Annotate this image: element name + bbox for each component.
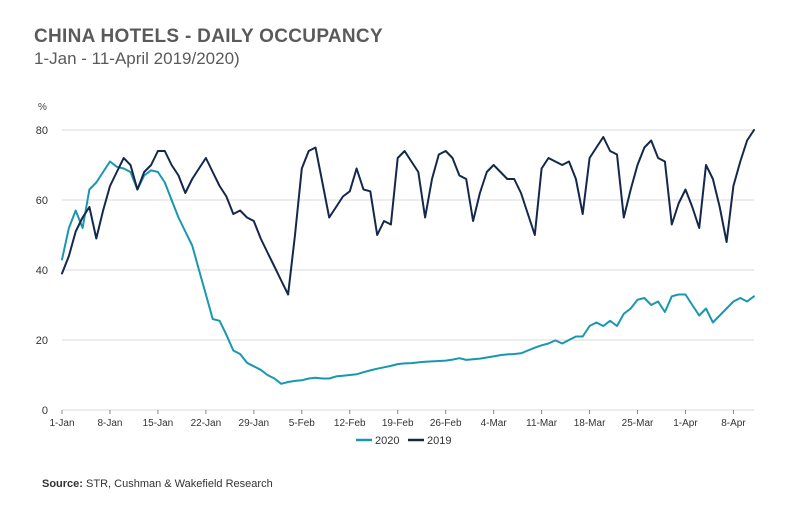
x-tick-label: 11-Mar [526,418,558,429]
x-tick-label: 4-Mar [481,418,508,429]
chart-subtitle: 1-Jan - 11-April 2019/2020) [34,49,240,68]
x-tick-label: 8-Jan [97,418,122,429]
y-tick-label: 40 [36,265,48,277]
source-label: Source: [42,478,83,490]
legend-label: 2020 [375,435,399,447]
series-line-2020 [61,160,755,385]
series-line-2019 [61,129,755,296]
source-text: STR, Cushman & Wakefield Research [82,478,273,490]
x-tick-label: 5-Feb [289,418,316,429]
x-tick-label: 22-Jan [191,418,222,429]
x-tick-label: 8-Apr [721,418,746,429]
x-tick-label: 1-Jan [49,418,74,429]
x-tick-label: 26-Feb [430,418,462,429]
x-tick-label: 18-Mar [574,418,606,429]
legend-label: 2019 [427,435,451,447]
y-tick-label: 80 [36,125,48,137]
source-note: Source: STR, Cushman & Wakefield Researc… [42,478,273,490]
x-tick-label: 1-Apr [673,418,698,429]
x-tick-label: 29-Jan [239,418,270,429]
x-tick-label: 12-Feb [334,418,366,429]
y-axis-label: % [38,102,47,113]
x-tick-label: 25-Mar [622,418,654,429]
y-tick-label: 20 [36,335,48,347]
line-chart: 0 20 40 60 80 1-Jan 8-Jan 15-Jan 22-Jan 29-Jan 5-F… [36,125,755,447]
y-tick-label: 0 [42,405,48,417]
x-tick-label: 15-Jan [143,418,174,429]
chart-title: CHINA HOTELS - DAILY OCCUPANCY [34,26,383,47]
y-tick-label: 60 [36,195,48,207]
x-tick-label: 19-Feb [382,418,414,429]
